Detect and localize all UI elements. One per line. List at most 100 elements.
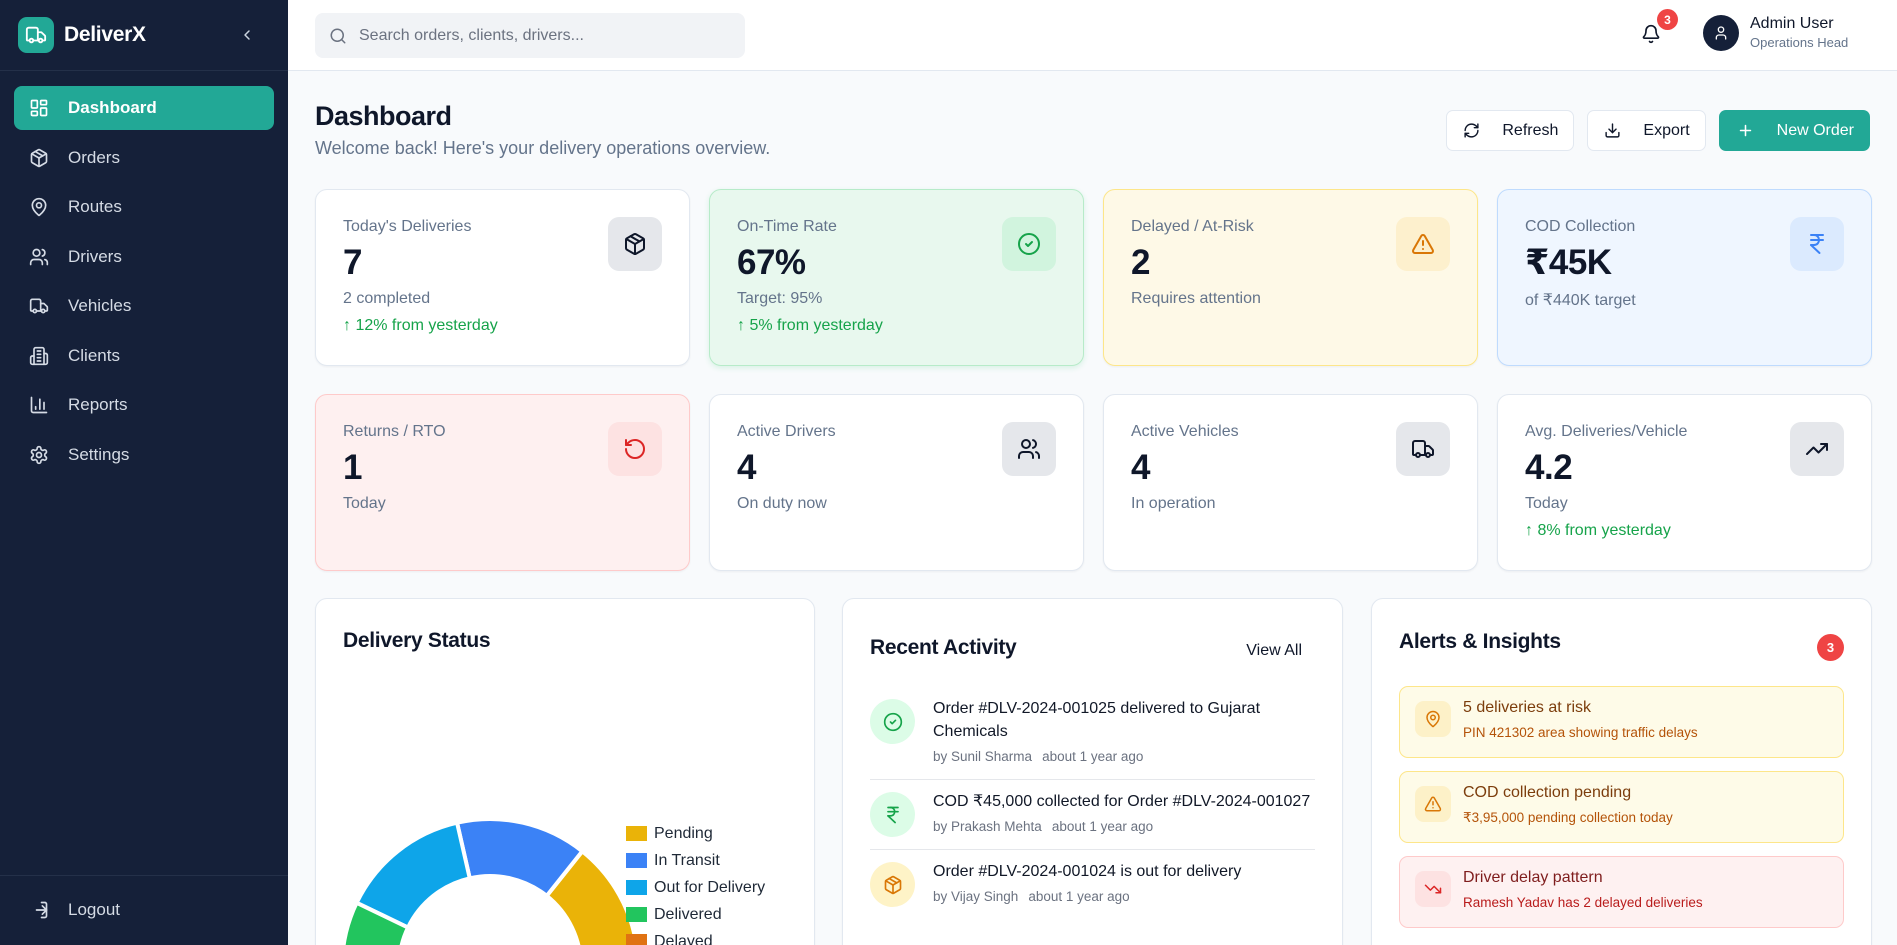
activity-item[interactable]: COD ₹45,000 collected for Order #DLV-202… (870, 780, 1315, 850)
stat-card-active-drivers[interactable]: Active Drivers 4 On duty now (709, 394, 1084, 571)
logout-label: Logout (68, 900, 120, 919)
activity-time: about 1 year ago (1028, 889, 1130, 904)
stat-value: 4 (1131, 448, 1150, 487)
legend-label: Out for Delivery (654, 878, 766, 896)
stat-sub: 2 completed (343, 290, 431, 307)
sidebar-item-clients[interactable]: Clients (14, 334, 274, 378)
collapse-sidebar-button[interactable] (236, 24, 258, 46)
brand: DeliverX (0, 0, 288, 71)
export-button[interactable]: Export (1587, 110, 1706, 151)
sidebar-item-label: Vehicles (68, 296, 132, 315)
refresh-icon (1462, 122, 1480, 140)
stat-value: ₹45K (1525, 243, 1612, 282)
sidebar-item-settings[interactable]: Settings (14, 433, 274, 477)
sidebar-item-orders[interactable]: Orders (14, 136, 274, 180)
stat-label: COD Collection (1525, 218, 1636, 235)
alert-title: 5 deliveries at risk (1463, 699, 1592, 716)
chart-legend: Pending In Transit Out for Delivery Deli… (626, 820, 765, 945)
notification-count-badge: 3 (1657, 9, 1678, 30)
stat-value: 1 (343, 448, 362, 487)
activity-list: Order #DLV-2024-001025 delivered to Guja… (870, 687, 1315, 919)
legend-item-delayed[interactable]: Delayed (626, 928, 765, 945)
chevron-left-icon (244, 30, 250, 40)
legend-label: Pending (654, 824, 713, 842)
dashboard-icon (28, 97, 50, 119)
alert-item[interactable]: Driver delay pattern Ramesh Yadav has 2 … (1399, 856, 1844, 928)
view-all-link[interactable]: View All (1246, 642, 1302, 659)
logout-icon (28, 899, 50, 921)
legend-item-in-transit[interactable]: In Transit (626, 847, 765, 874)
rupee-icon (870, 792, 915, 837)
refresh-button[interactable]: Refresh (1446, 110, 1575, 151)
map-pin-icon (1415, 701, 1451, 737)
logout-button[interactable]: Logout (14, 888, 274, 932)
search-input[interactable] (359, 26, 739, 45)
legend-swatch (626, 826, 647, 841)
stat-card-on-time-rate[interactable]: On-Time Rate 67% Target: 95% ↑ 5% from y… (709, 189, 1084, 366)
download-icon (1603, 122, 1621, 140)
alert-item[interactable]: COD collection pending ₹3,95,000 pending… (1399, 771, 1844, 843)
delivery-status-donut-chart[interactable] (316, 599, 815, 945)
notifications-button[interactable] (1641, 24, 1663, 46)
sidebar: DeliverX Dashboard Orders Routes Drivers… (0, 0, 288, 945)
stat-value: 2 (1131, 243, 1150, 282)
alert-description: ₹3,95,000 pending collection today (1463, 810, 1673, 825)
stat-card-cod-collection[interactable]: COD Collection ₹45K of ₹440K target (1497, 189, 1872, 366)
warning-icon (1415, 786, 1451, 822)
alert-title: Driver delay pattern (1463, 869, 1603, 886)
bell-icon (1642, 24, 1660, 44)
sidebar-item-label: Orders (68, 147, 120, 167)
delivery-status-panel: Delivery Status Pending In Transit Out f… (315, 598, 815, 945)
page-title: Dashboard (315, 101, 452, 131)
stat-card-active-vehicles[interactable]: Active Vehicles 4 In operation (1103, 394, 1478, 571)
stat-label: Active Drivers (737, 423, 836, 440)
stat-value: 4 (737, 448, 756, 487)
brand-name: DeliverX (64, 23, 146, 46)
activity-item[interactable]: Order #DLV-2024-001025 delivered to Guja… (870, 687, 1315, 780)
stat-sub: Requires attention (1131, 290, 1261, 307)
legend-item-pending[interactable]: Pending (626, 820, 765, 847)
sidebar-item-routes[interactable]: Routes (14, 185, 274, 229)
recent-activity-panel: Recent Activity View All Order #DLV-2024… (842, 598, 1343, 945)
stat-label: Today's Deliveries (343, 218, 472, 235)
gear-icon (28, 444, 50, 466)
activity-time: about 1 year ago (1051, 819, 1154, 834)
stat-card-avg-deliveries-per-vehicle[interactable]: Avg. Deliveries/Vehicle 4.2 Today ↑ 8% f… (1497, 394, 1872, 571)
sidebar-item-reports[interactable]: Reports (14, 383, 274, 427)
activity-meta: by Prakash Mehta about 1 year ago (933, 813, 1315, 849)
user-menu[interactable]: Admin User Operations Head (1703, 14, 1848, 52)
alert-item[interactable]: 5 deliveries at risk PIN 421302 area sho… (1399, 686, 1844, 758)
activity-item[interactable]: Order #DLV-2024-001024 is out for delive… (870, 850, 1315, 919)
donut-segment-delivered[interactable] (341, 900, 470, 945)
stat-label: Returns / RTO (343, 423, 446, 440)
stat-card-delayed-at-risk[interactable]: Delayed / At-Risk 2 Requires attention (1103, 189, 1478, 366)
activity-author: by Prakash Mehta (933, 819, 1042, 834)
activity-text: COD ₹45,000 collected for Order #DLV-202… (933, 793, 1311, 810)
panel-title: Alerts & Insights (1399, 630, 1561, 653)
alert-description: Ramesh Yadav has 2 delayed deliveries (1463, 895, 1703, 910)
sidebar-item-drivers[interactable]: Drivers (14, 235, 274, 279)
warning-icon (1396, 217, 1450, 271)
stat-card-returns-rto[interactable]: Returns / RTO 1 Today (315, 394, 690, 571)
stat-sub: Today (343, 495, 386, 512)
alert-description: PIN 421302 area showing traffic delays (1463, 725, 1698, 740)
new-order-button[interactable]: New Order (1718, 110, 1870, 151)
legend-label: Delayed (654, 932, 713, 945)
alerts-list: 5 deliveries at risk PIN 421302 area sho… (1399, 686, 1844, 941)
bar-chart-icon (28, 394, 50, 416)
stat-sub: On duty now (737, 495, 827, 512)
building-icon (28, 345, 50, 367)
stat-value: 7 (343, 243, 362, 282)
sidebar-footer: Logout (0, 875, 288, 945)
sidebar-item-dashboard[interactable]: Dashboard (14, 86, 274, 130)
legend-swatch (626, 934, 647, 945)
legend-item-out-for-delivery[interactable]: Out for Delivery (626, 874, 765, 901)
new-order-label: New Order (1776, 121, 1854, 139)
activity-time: about 1 year ago (1042, 749, 1144, 764)
stat-card-todays-deliveries[interactable]: Today's Deliveries 7 2 completed ↑ 12% f… (315, 189, 690, 366)
panel-title: Recent Activity (870, 636, 1017, 659)
sidebar-item-vehicles[interactable]: Vehicles (14, 284, 274, 328)
stat-trend: ↑ 8% from yesterday (1525, 522, 1671, 539)
truck-icon (28, 295, 50, 317)
legend-item-delivered[interactable]: Delivered (626, 901, 765, 928)
